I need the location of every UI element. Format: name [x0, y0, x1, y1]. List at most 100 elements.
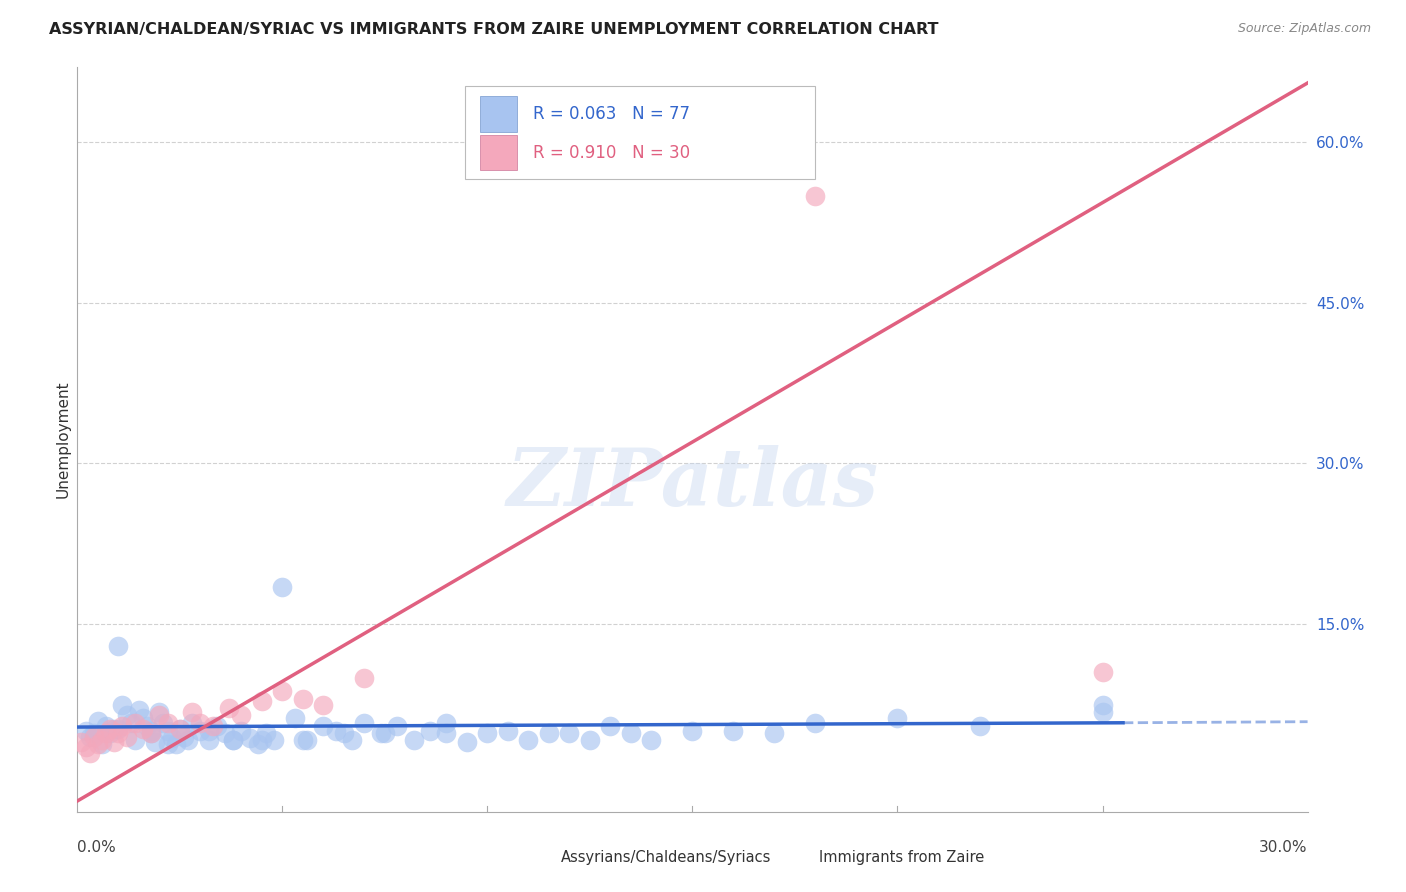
Point — [254, 726, 277, 740]
Text: Immigrants from Zaire: Immigrants from Zaire — [820, 850, 984, 864]
Text: Source: ZipAtlas.com: Source: ZipAtlas.com — [1237, 22, 1371, 36]
Point — [124, 715, 146, 730]
Bar — [479, 135, 516, 170]
Text: ASSYRIAN/CHALDEAN/SYRIAC VS IMMIGRANTS FROM ZAIRE UNEMPLOYMENT CORRELATION CHART: ASSYRIAN/CHALDEAN/SYRIAC VS IMMIGRANTS F… — [49, 22, 939, 37]
Point — [70, 735, 93, 749]
Point — [537, 726, 560, 740]
Point — [239, 731, 262, 745]
Point — [312, 698, 335, 712]
Point — [75, 740, 97, 755]
Point — [169, 722, 191, 736]
Point — [197, 733, 219, 747]
Point — [181, 705, 204, 719]
Point — [148, 705, 170, 719]
Point — [188, 724, 212, 739]
Point — [402, 733, 425, 747]
Point — [353, 671, 375, 685]
Point — [218, 700, 240, 714]
Point — [181, 715, 204, 730]
Point — [456, 735, 478, 749]
Text: 0.0%: 0.0% — [77, 840, 117, 855]
Point — [90, 737, 114, 751]
Point — [107, 722, 129, 736]
Point — [419, 724, 441, 739]
Point — [246, 737, 269, 751]
Point — [94, 719, 117, 733]
Point — [340, 733, 363, 747]
Point — [136, 719, 159, 733]
Point — [107, 639, 129, 653]
Text: R = 0.063   N = 77: R = 0.063 N = 77 — [533, 105, 689, 123]
Point — [124, 733, 146, 747]
Point — [312, 719, 335, 733]
Point — [804, 188, 827, 202]
Point — [120, 715, 142, 730]
Point — [291, 733, 314, 747]
Point — [111, 719, 134, 733]
Text: R = 0.910   N = 30: R = 0.910 N = 30 — [533, 144, 690, 161]
Point — [374, 726, 396, 740]
Text: ZIPatlas: ZIPatlas — [506, 445, 879, 523]
Point — [197, 724, 219, 739]
Point — [295, 733, 318, 747]
Point — [517, 733, 540, 747]
Point — [477, 726, 499, 740]
Point — [152, 715, 174, 730]
Point — [370, 726, 392, 740]
Point — [496, 724, 519, 739]
Point — [222, 733, 245, 747]
FancyBboxPatch shape — [465, 86, 815, 178]
Point — [579, 733, 602, 747]
Point — [205, 719, 228, 733]
Point — [128, 703, 150, 717]
Point — [156, 724, 179, 739]
Point — [87, 737, 110, 751]
Point — [640, 733, 662, 747]
Point — [222, 733, 245, 747]
Bar — [515, 846, 551, 868]
Point — [214, 726, 236, 740]
Point — [333, 726, 356, 740]
Y-axis label: Unemployment: Unemployment — [55, 381, 70, 498]
Point — [165, 737, 187, 751]
Point — [103, 722, 125, 736]
Point — [284, 711, 307, 725]
Point — [156, 737, 179, 751]
Point — [325, 724, 347, 739]
Bar — [479, 96, 516, 132]
Point — [115, 730, 138, 744]
Point — [763, 726, 786, 740]
Point — [886, 711, 908, 725]
Point — [263, 733, 285, 747]
Point — [132, 711, 155, 725]
Point — [231, 724, 253, 739]
Text: Assyrians/Chaldeans/Syriacs: Assyrians/Chaldeans/Syriacs — [561, 850, 772, 864]
Point — [79, 730, 101, 744]
Point — [558, 726, 581, 740]
Point — [1091, 705, 1114, 719]
Point — [141, 726, 163, 740]
Point — [98, 726, 121, 740]
Point — [271, 580, 294, 594]
Point — [143, 735, 166, 749]
Point — [83, 726, 105, 740]
Point — [436, 726, 458, 740]
Point — [83, 730, 105, 744]
Point — [353, 715, 375, 730]
Point — [682, 724, 704, 739]
Point — [723, 724, 745, 739]
Point — [231, 708, 253, 723]
Point — [387, 719, 409, 733]
Point — [804, 715, 827, 730]
Point — [201, 719, 224, 733]
Point — [177, 733, 200, 747]
Point — [115, 708, 138, 723]
Point — [107, 726, 129, 740]
Point — [250, 694, 273, 708]
Point — [103, 735, 125, 749]
Point — [141, 726, 163, 740]
Bar — [772, 846, 810, 868]
Point — [75, 724, 97, 739]
Point — [111, 698, 134, 712]
Point — [148, 708, 170, 723]
